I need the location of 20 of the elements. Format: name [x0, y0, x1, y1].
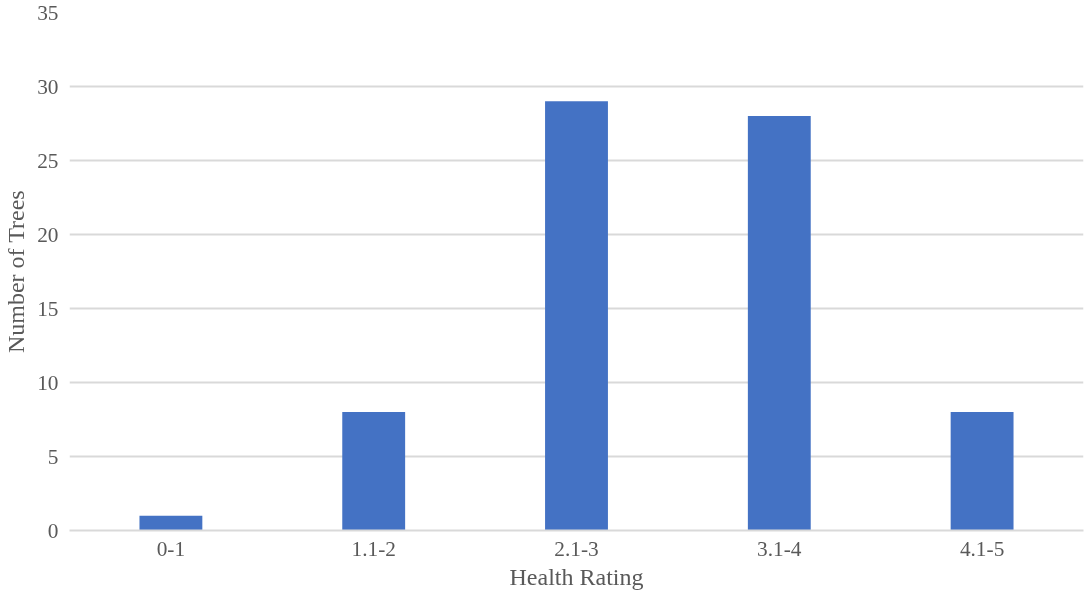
bar — [950, 412, 1014, 531]
x-axis-title: Health Rating — [509, 563, 644, 590]
y-tick-label: 30 — [37, 74, 59, 99]
y-axis-title: Number of Trees — [3, 190, 30, 354]
bar — [342, 412, 406, 531]
x-tick-label: 3.1-4 — [757, 536, 802, 561]
y-tick-label: 0 — [47, 518, 59, 543]
y-tick-label: 15 — [37, 296, 59, 321]
y-tick-label: 25 — [37, 148, 59, 173]
y-tick-label: 5 — [47, 444, 59, 469]
x-tick-label: 1.1-2 — [351, 536, 396, 561]
bar — [139, 515, 203, 531]
x-tick-label: 4.1-5 — [959, 536, 1005, 561]
y-tick-label: 10 — [37, 370, 59, 395]
x-tick-label: 0-1 — [156, 536, 186, 561]
y-tick-label: 35 — [37, 0, 59, 25]
bar — [747, 116, 811, 531]
bar — [545, 101, 608, 531]
y-tick-label: 20 — [37, 222, 59, 247]
x-tick-label: 2.1-3 — [554, 536, 599, 561]
